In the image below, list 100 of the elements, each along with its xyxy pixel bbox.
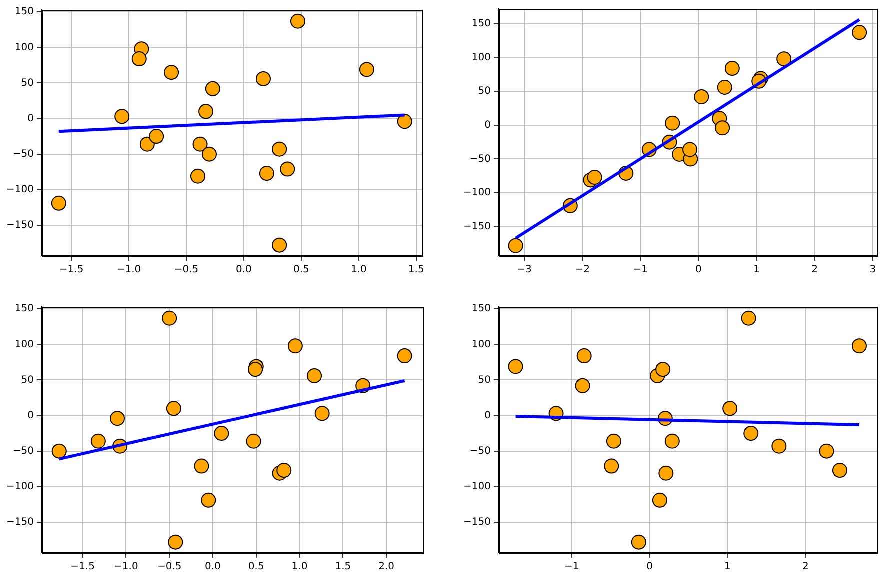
- y-tick-label: 0: [28, 410, 34, 422]
- point: [359, 62, 374, 78]
- y-tick-label: −50: [12, 148, 34, 160]
- y-tick-label: −50: [12, 446, 34, 457]
- point: [272, 238, 288, 253]
- x-tick-label: 0.5: [293, 264, 310, 276]
- x-tick-label: 1: [724, 562, 731, 573]
- point: [724, 61, 740, 76]
- point: [162, 310, 178, 326]
- x-tick-label: −1.5: [59, 264, 84, 276]
- x-tick-label: −1.5: [70, 562, 95, 573]
- x-tick-label: 0.5: [248, 562, 264, 573]
- y-tick-label: 100: [472, 339, 491, 350]
- point: [665, 116, 680, 131]
- y-tick-label: 50: [21, 374, 34, 386]
- point: [110, 411, 126, 426]
- y-tick-label: −150: [6, 220, 34, 232]
- point: [652, 492, 668, 508]
- x-tick-label: −1.0: [116, 264, 142, 276]
- x-tick-label: 1.5: [335, 562, 352, 573]
- x-tick-label: 2: [802, 562, 809, 573]
- y-tick-label: 150: [472, 18, 491, 30]
- x-tick-label: 1: [754, 264, 760, 276]
- point: [587, 170, 602, 185]
- y-tick-label: 50: [478, 374, 491, 386]
- point: [202, 146, 217, 162]
- point: [280, 162, 296, 177]
- point: [198, 104, 214, 120]
- point: [246, 434, 262, 449]
- x-tick-label: −3: [517, 264, 532, 276]
- x-tick-label: 2.0: [378, 562, 394, 573]
- x-tick-label: 1.0: [292, 562, 308, 573]
- x-tick-label: 2: [812, 264, 818, 276]
- point: [604, 458, 620, 474]
- point: [192, 136, 208, 152]
- point: [694, 89, 710, 104]
- y-tick-label: −150: [464, 517, 491, 528]
- x-tick-label: 3: [870, 264, 876, 276]
- y-tick-label: −100: [464, 188, 491, 199]
- point: [508, 238, 524, 254]
- x-tick-label: 1.0: [350, 264, 367, 276]
- x-tick-label: −1.0: [114, 562, 138, 573]
- y-tick-label: −50: [470, 446, 491, 457]
- point: [248, 362, 263, 378]
- point: [314, 406, 330, 422]
- x-tick-label: −0.5: [174, 264, 199, 276]
- y-tick-label: 50: [21, 78, 34, 89]
- point: [722, 401, 738, 416]
- point: [194, 458, 210, 474]
- y-tick-label: 0: [484, 410, 491, 422]
- y-tick-label: −100: [6, 481, 34, 492]
- point: [397, 348, 412, 364]
- y-tick-label: 100: [472, 52, 491, 64]
- point: [168, 534, 184, 550]
- point: [140, 136, 155, 152]
- y-tick-label: −150: [464, 221, 491, 232]
- point: [290, 14, 306, 29]
- point: [288, 338, 303, 354]
- point: [682, 142, 698, 158]
- x-tick-label: −2: [575, 264, 590, 276]
- x-tick-label: 0.0: [236, 264, 252, 276]
- y-tick-label: 150: [14, 6, 34, 18]
- point: [631, 534, 646, 550]
- point: [717, 80, 732, 95]
- point: [276, 463, 292, 478]
- point: [214, 426, 230, 442]
- y-tick-label: 0: [484, 120, 491, 131]
- point: [201, 492, 216, 508]
- point: [307, 368, 322, 384]
- point: [772, 438, 787, 454]
- y-tick-label: −150: [6, 517, 34, 528]
- point: [741, 310, 756, 326]
- x-tick-label: 0.0: [205, 562, 221, 573]
- point: [715, 120, 730, 136]
- y-tick-label: 0: [28, 113, 34, 124]
- point: [656, 362, 671, 378]
- point: [256, 71, 271, 86]
- y-tick-label: 100: [14, 42, 34, 54]
- point: [52, 444, 67, 459]
- point: [832, 463, 848, 478]
- point: [51, 196, 66, 211]
- point: [114, 109, 130, 124]
- point: [190, 168, 206, 184]
- point: [164, 65, 180, 80]
- point: [744, 426, 759, 442]
- point: [205, 81, 220, 96]
- y-tick-label: 150: [472, 304, 491, 315]
- x-tick-label: −0.5: [157, 562, 182, 573]
- y-tick-label: 150: [14, 304, 34, 315]
- point: [852, 25, 868, 40]
- point: [508, 359, 524, 374]
- point: [259, 166, 274, 182]
- y-tick-label: −50: [470, 154, 491, 165]
- point: [776, 52, 792, 67]
- x-tick-label: 0: [646, 562, 653, 573]
- y-tick-label: −100: [464, 481, 491, 492]
- point: [658, 466, 674, 481]
- point: [166, 401, 182, 416]
- point: [664, 434, 680, 449]
- x-tick-label: −1: [564, 562, 580, 573]
